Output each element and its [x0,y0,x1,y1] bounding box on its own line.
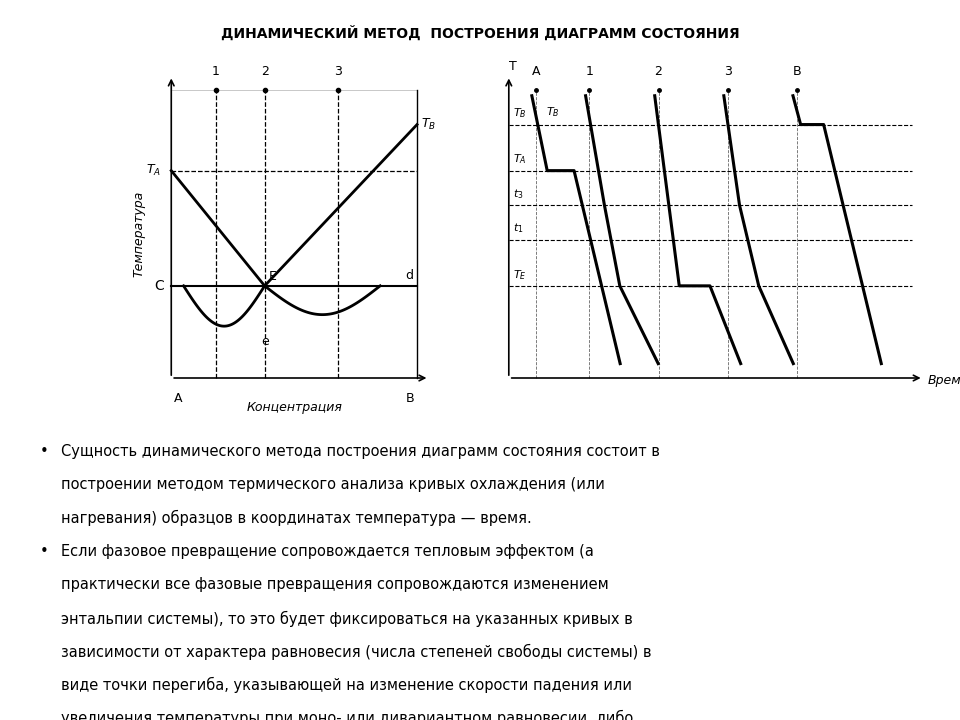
Text: $T_B$: $T_B$ [513,107,526,120]
Text: $T_B$: $T_B$ [420,117,436,132]
Text: 2: 2 [261,66,269,78]
Text: энтальпии системы), то это будет фиксироваться на указанных кривых в: энтальпии системы), то это будет фиксиро… [60,611,633,626]
Text: Температура: Температура [132,191,146,277]
Text: B: B [405,392,414,405]
Text: $T_B$: $T_B$ [546,105,560,119]
Text: Концентрация: Концентрация [246,401,342,414]
Text: d: d [406,269,414,282]
Text: e: e [261,335,269,348]
Text: Сущность динамического метода построения диаграмм состояния состоит в: Сущность динамического метода построения… [60,444,660,459]
Text: A: A [175,392,183,405]
Text: виде точки перегиба, указывающей на изменение скорости падения или: виде точки перегиба, указывающей на изме… [60,677,632,693]
Text: нагревания) образцов в координатах температура — время.: нагревания) образцов в координатах темпе… [60,510,532,526]
Text: зависимости от характера равновесия (числа степеней свободы системы) в: зависимости от характера равновесия (чис… [60,644,651,660]
Text: •: • [39,544,49,559]
Text: 3: 3 [724,66,732,78]
Text: $T_A$: $T_A$ [513,153,526,166]
Text: 3: 3 [334,66,343,78]
Text: ДИНАМИЧЕСКИЙ МЕТОД  ПОСТРОЕНИЯ ДИАГРАММ СОСТОЯНИЯ: ДИНАМИЧЕСКИЙ МЕТОД ПОСТРОЕНИЯ ДИАГРАММ С… [221,25,739,40]
Text: 1: 1 [211,66,220,78]
Text: $t_1$: $t_1$ [513,222,523,235]
Text: увеличения температуры при моно- или дивариантном равновесии, либо: увеличения температуры при моно- или див… [60,710,633,720]
Text: $T_A$: $T_A$ [147,163,161,178]
Text: E: E [269,270,276,283]
Text: Если фазовое превращение сопровождается тепловым эффектом (а: Если фазовое превращение сопровождается … [60,544,593,559]
Text: практически все фазовые превращения сопровождаются изменением: практически все фазовые превращения сопр… [60,577,609,593]
Text: A: A [532,66,540,78]
Text: $t_3$: $t_3$ [513,187,523,201]
Text: Время: Время [927,374,960,387]
Text: $T_E$: $T_E$ [513,268,526,282]
Text: 1: 1 [586,66,593,78]
Text: •: • [39,444,49,459]
Text: построении методом термического анализа кривых охлаждения (или: построении методом термического анализа … [60,477,605,492]
Text: 2: 2 [655,66,662,78]
Text: C: C [155,279,164,293]
Text: B: B [793,66,801,78]
Text: T: T [509,60,516,73]
